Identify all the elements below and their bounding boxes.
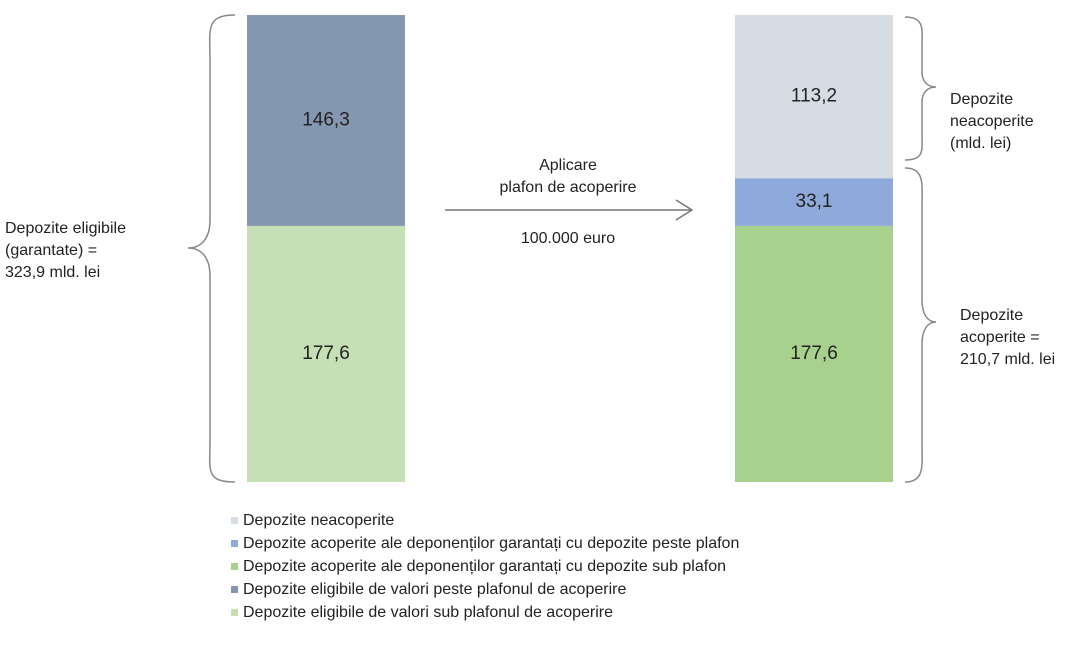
annotation: neacoperite [950,113,1034,130]
value-label: 146,3 [302,109,350,130]
legend-swatch [231,563,238,570]
legend-swatch [231,540,238,547]
legend-label: Depozite neacoperite [243,512,394,529]
annotation: Depozite eligibile [5,220,126,237]
bar-segment [247,225,405,482]
bar-segment [735,225,893,482]
legend-label: Depozite eligibile de valori peste plafo… [243,581,626,598]
legend-swatch [231,586,238,593]
annotation: 323,9 mld. lei [5,264,100,281]
arrow-head [675,199,694,221]
legend-swatch [231,609,238,616]
value-label: 113,2 [791,86,837,107]
brace-right-bottom [904,167,937,483]
annotation: Depozite [950,91,1013,108]
legend-swatch [231,517,238,524]
legend-label: Depozite acoperite ale deponenților gara… [243,558,726,575]
annotation: Depozite [960,307,1023,324]
annotation: acoperite = [960,329,1040,346]
annotation: (mld. lei) [950,135,1011,152]
annotation: 100.000 euro [521,230,615,247]
value-label: 33,1 [796,191,833,212]
legend-label: Depozite acoperite ale deponenților gara… [243,535,739,552]
annotation: (garantate) = [5,242,97,259]
value-label: 177,6 [790,343,838,364]
annotation: plafon de acoperire [500,179,637,196]
annotation: 210,7 mld. lei [960,351,1055,368]
brace-left [187,14,236,483]
bar-segment [247,15,405,226]
bar-segment [735,15,893,179]
legend-label: Depozite eligibile de valori sub plafonu… [243,604,613,621]
value-label: 177,6 [302,343,350,364]
brace-right-top [904,16,937,161]
bar-segment [735,178,893,226]
annotation: Aplicare [539,157,597,174]
